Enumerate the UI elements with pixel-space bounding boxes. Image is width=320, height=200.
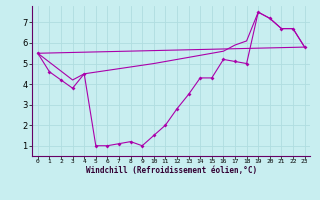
X-axis label: Windchill (Refroidissement éolien,°C): Windchill (Refroidissement éolien,°C) bbox=[86, 166, 257, 175]
